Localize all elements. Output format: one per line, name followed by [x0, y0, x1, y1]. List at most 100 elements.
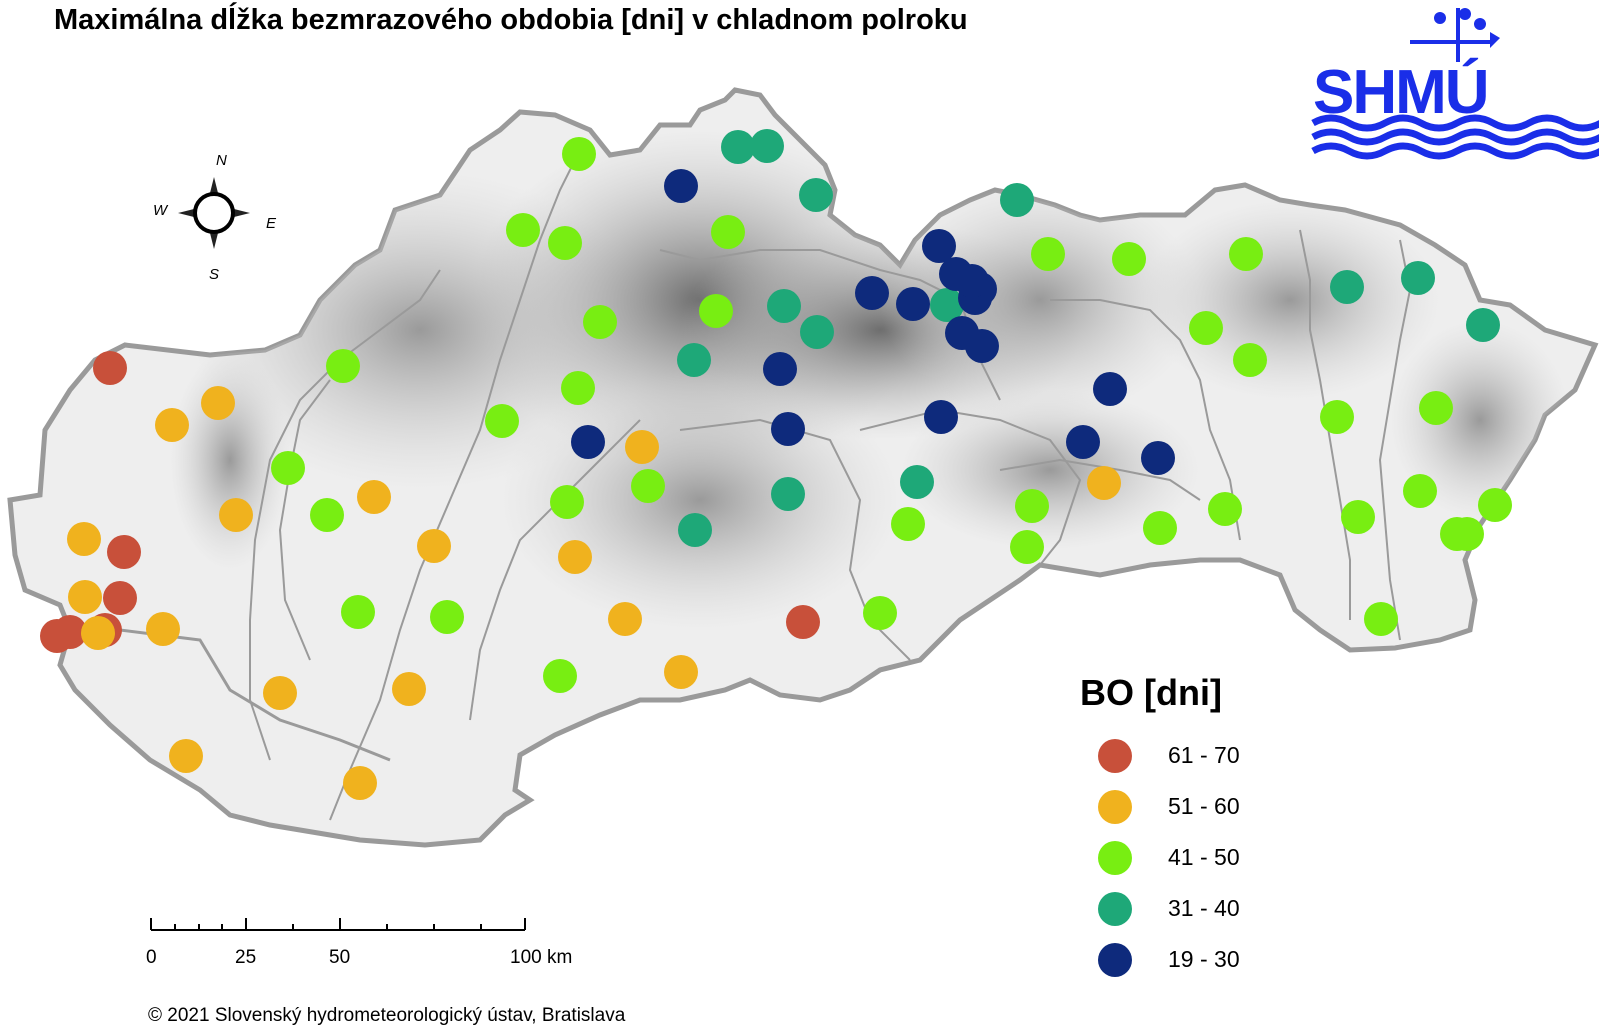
station-marker: [1208, 492, 1242, 526]
scale-bar: [150, 918, 526, 931]
station-marker: [677, 343, 711, 377]
station-marker: [1450, 517, 1484, 551]
legend-label: 41 - 50: [1168, 844, 1240, 870]
station-marker: [343, 766, 377, 800]
station-marker: [1233, 343, 1267, 377]
station-marker: [699, 294, 733, 328]
legend-item: 31 - 40: [1098, 892, 1298, 932]
station-marker: [67, 522, 101, 556]
shmu-logo: SHMÚ: [1311, 8, 1599, 160]
scale-label: 100 km: [510, 947, 573, 968]
station-marker: [1000, 183, 1034, 217]
station-marker: [357, 480, 391, 514]
station-marker: [763, 352, 797, 386]
compass-east-label: E: [266, 215, 277, 232]
station-marker: [721, 130, 755, 164]
station-marker: [1141, 441, 1175, 475]
legend-item: 61 - 70: [1098, 739, 1298, 779]
station-marker: [571, 425, 605, 459]
station-marker: [583, 305, 617, 339]
station-marker: [1093, 372, 1127, 406]
station-marker: [1320, 400, 1354, 434]
station-marker: [341, 595, 375, 629]
station-marker: [965, 329, 999, 363]
station-marker: [155, 408, 189, 442]
station-marker: [68, 580, 102, 614]
station-marker: [506, 213, 540, 247]
station-marker: [271, 451, 305, 485]
station-marker: [1010, 530, 1044, 564]
station-marker: [81, 616, 115, 650]
station-marker: [103, 581, 137, 615]
station-marker: [1229, 237, 1263, 271]
station-marker: [664, 655, 698, 689]
station-marker: [1466, 308, 1500, 342]
station-marker: [485, 404, 519, 438]
station-marker: [1330, 270, 1364, 304]
station-marker: [558, 540, 592, 574]
station-marker: [219, 498, 253, 532]
legend-title: BO [dni]: [1080, 672, 1222, 713]
station-marker: [855, 276, 889, 310]
station-marker: [771, 477, 805, 511]
station-marker: [1143, 511, 1177, 545]
station-marker: [799, 178, 833, 212]
copyright-text: © 2021 Slovenský hydrometeorologický úst…: [148, 1005, 626, 1026]
scale-label: 50: [329, 947, 351, 968]
legend-label: 31 - 40: [1168, 895, 1240, 921]
station-marker: [1031, 237, 1065, 271]
legend-item: 51 - 60: [1098, 790, 1298, 830]
station-marker: [326, 349, 360, 383]
legend-swatch: [1098, 892, 1132, 926]
station-marker: [900, 465, 934, 499]
legend-label: 51 - 60: [1168, 793, 1240, 819]
station-marker: [93, 351, 127, 385]
station-marker: [786, 605, 820, 639]
station-marker: [922, 229, 956, 263]
station-marker: [767, 289, 801, 323]
legend-item: 41 - 50: [1098, 841, 1298, 881]
station-marker: [548, 226, 582, 260]
legend-item: 19 - 30: [1098, 943, 1298, 983]
map-title: Maximálna dĺžka bezmrazového obdobia [dn…: [54, 4, 968, 36]
compass-rose: [178, 177, 250, 249]
station-marker: [711, 215, 745, 249]
compass-north-label: N: [216, 152, 227, 169]
station-marker: [1189, 311, 1223, 345]
station-marker: [1112, 242, 1146, 276]
station-marker: [750, 129, 784, 163]
legend-swatch: [1098, 790, 1132, 824]
station-marker: [625, 430, 659, 464]
legend-swatch: [1098, 841, 1132, 875]
station-marker: [1478, 488, 1512, 522]
station-marker: [146, 612, 180, 646]
scale-label: 25: [235, 947, 257, 968]
station-markers: [40, 129, 1512, 800]
station-marker: [201, 386, 235, 420]
station-marker: [53, 615, 87, 649]
station-marker: [863, 596, 897, 630]
station-marker: [1087, 466, 1121, 500]
station-marker: [430, 600, 464, 634]
station-marker: [930, 288, 964, 322]
legend-swatch: [1098, 943, 1132, 977]
station-marker: [1419, 391, 1453, 425]
station-marker: [955, 264, 989, 298]
station-marker: [678, 513, 712, 547]
station-marker: [771, 412, 805, 446]
station-marker: [608, 602, 642, 636]
station-marker: [800, 315, 834, 349]
station-marker: [107, 535, 141, 569]
station-marker: [392, 672, 426, 706]
station-marker: [169, 739, 203, 773]
station-marker: [1066, 425, 1100, 459]
station-marker: [417, 529, 451, 563]
station-marker: [924, 400, 958, 434]
compass-west-label: W: [153, 202, 168, 219]
scale-label: 0: [146, 947, 157, 968]
station-marker: [631, 469, 665, 503]
legend-label: 19 - 30: [1168, 946, 1240, 972]
station-marker: [896, 287, 930, 321]
station-marker: [1015, 489, 1049, 523]
